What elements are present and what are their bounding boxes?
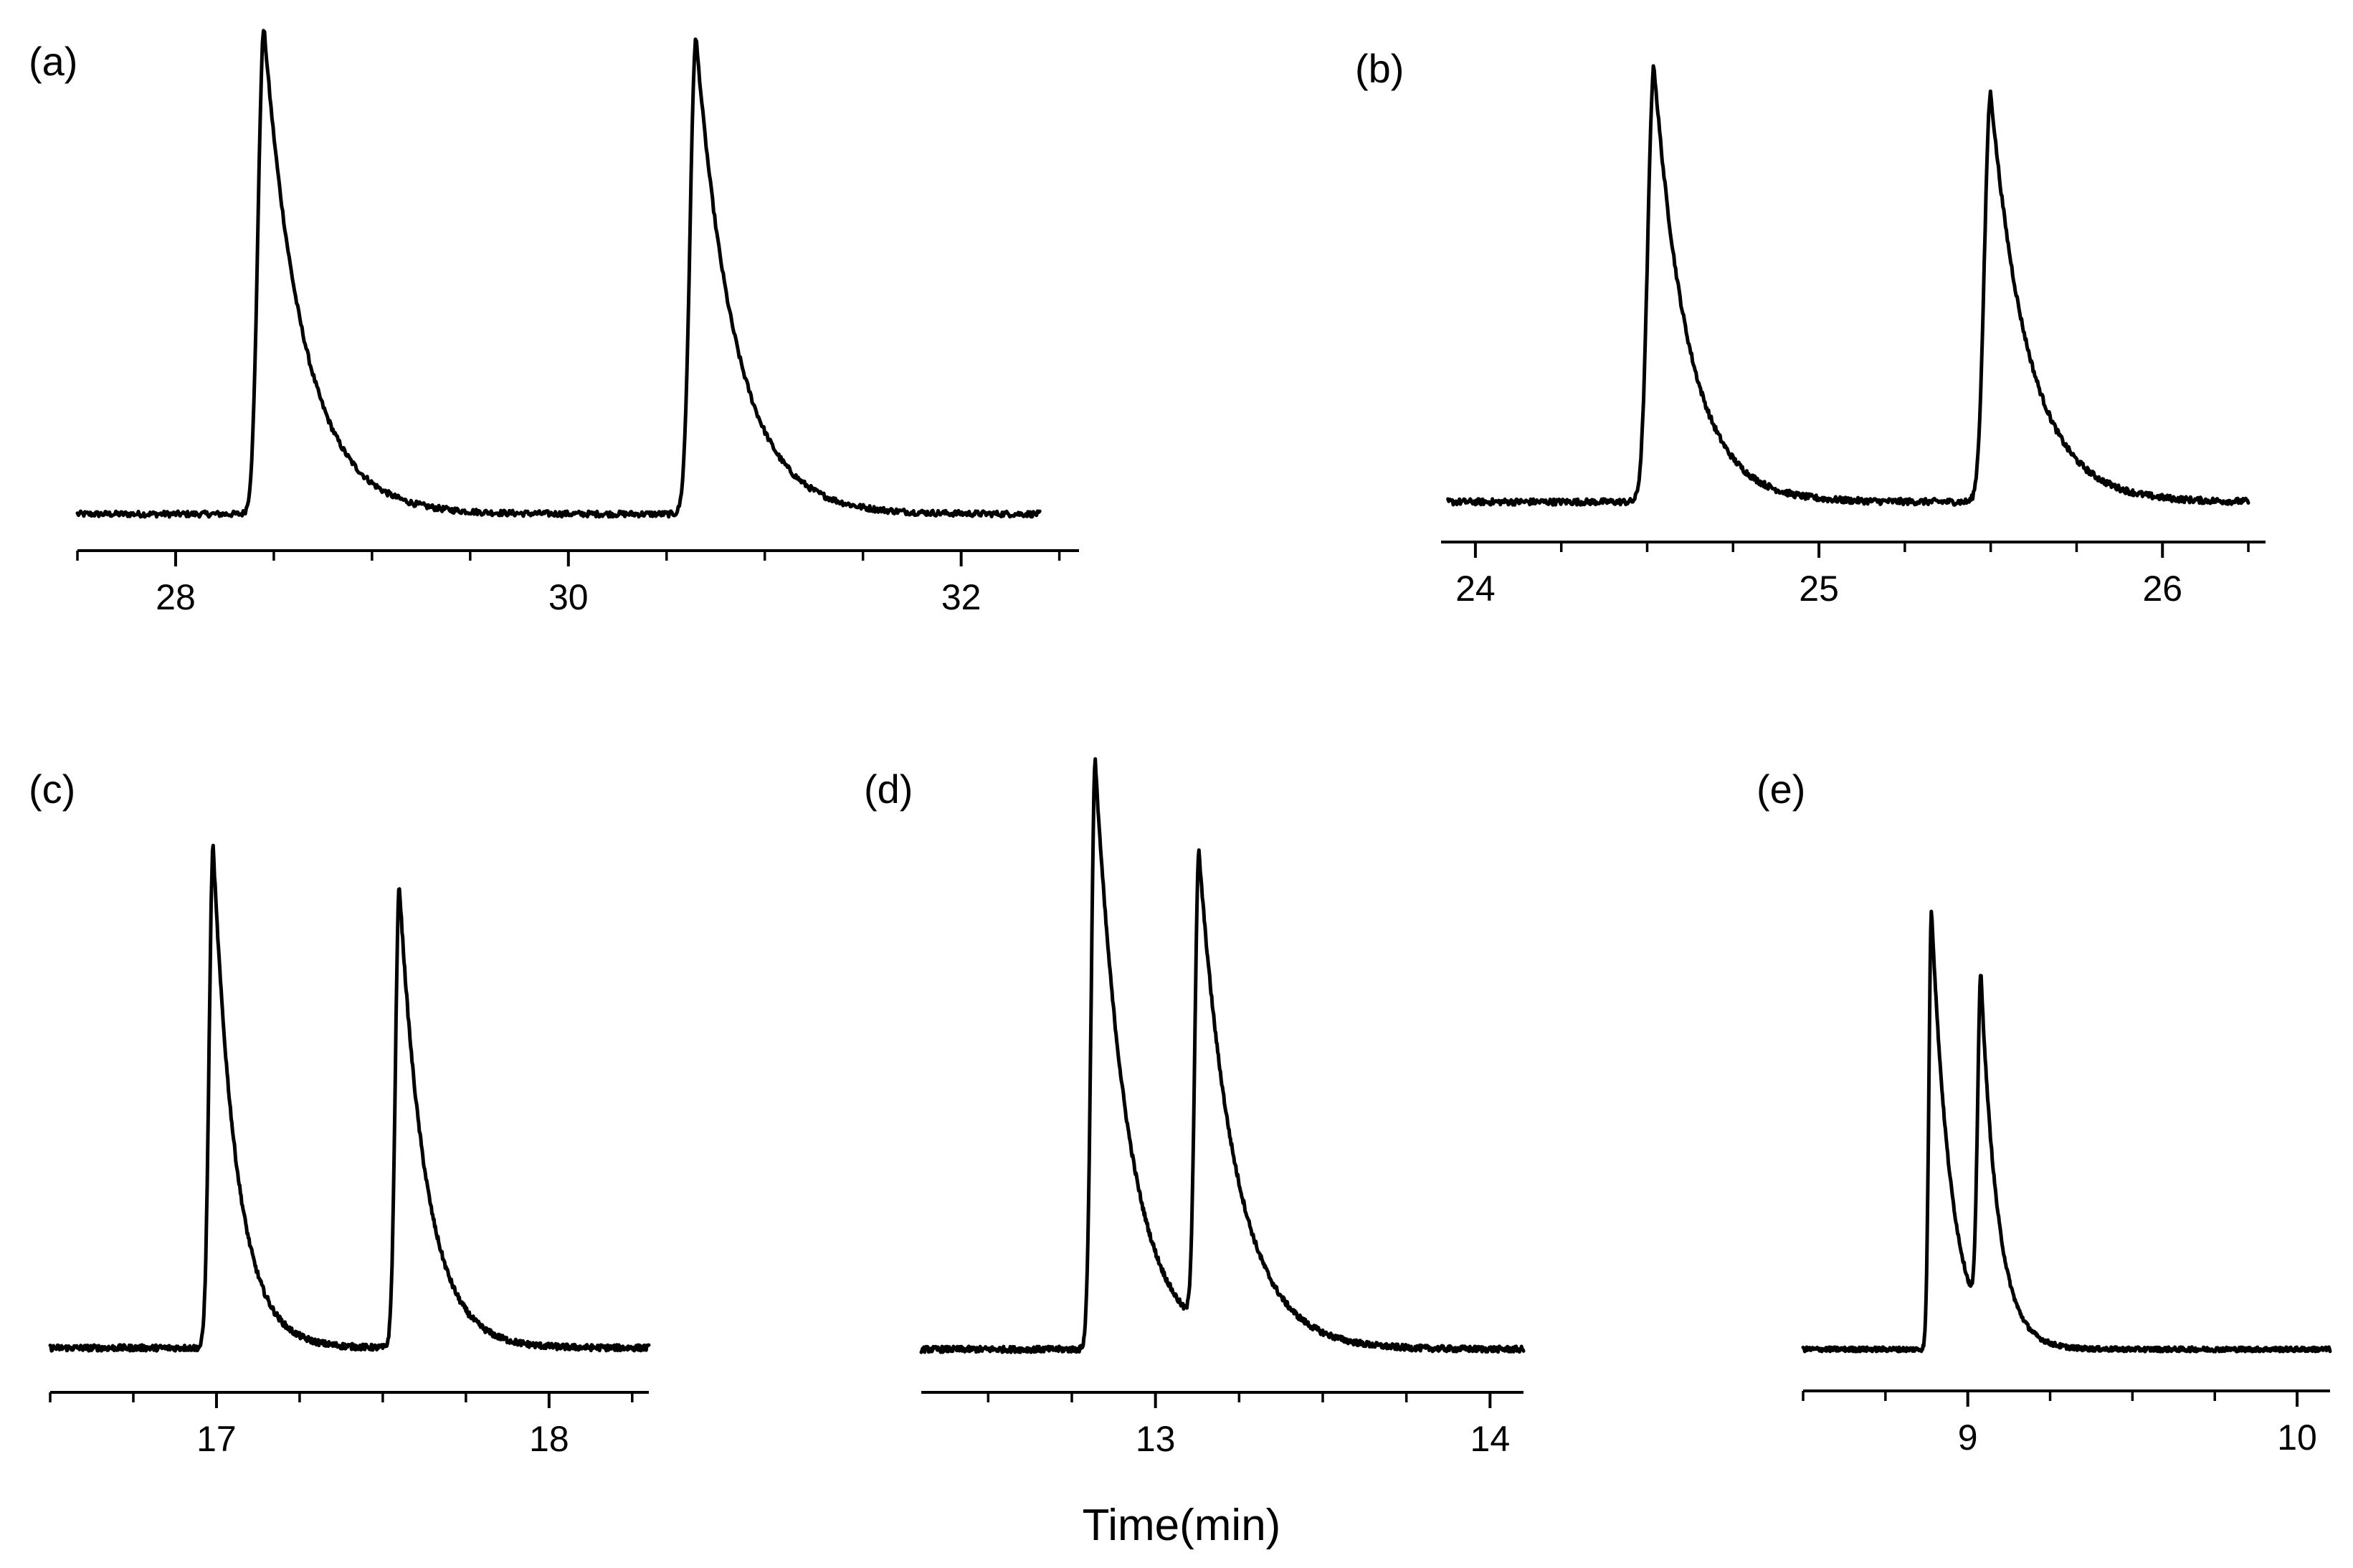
panel-a: (a) 28 30 32: [29, 29, 1079, 617]
panel-label-d: (d): [864, 766, 913, 812]
chromatogram-trace: [919, 757, 1526, 1354]
panel-label-e: (e): [1757, 766, 1805, 812]
chromatogram-trace: [75, 29, 1042, 519]
x-axis-title: Time(min): [1083, 1501, 1281, 1550]
x-tick-label: 9: [1958, 1417, 1978, 1458]
x-tick-label: 32: [941, 577, 981, 617]
x-tick-label: 30: [548, 577, 589, 617]
panel-d: (d) Time(min) 13 14: [864, 757, 1526, 1550]
x-tick-label: 28: [156, 577, 196, 617]
panel-label-a: (a): [29, 39, 77, 84]
x-tick-label: 10: [2277, 1417, 2317, 1458]
panel-label-b: (b): [1355, 46, 1404, 91]
x-tick-label: 26: [2142, 569, 2182, 609]
panel-b: (b) 24 25 26: [1355, 46, 2266, 609]
panel-e: (e) 9 10: [1757, 766, 2332, 1458]
x-tick-label: 17: [196, 1419, 237, 1459]
x-tick-label: 25: [1799, 569, 1839, 609]
x-tick-label: 18: [529, 1419, 569, 1459]
panel-label-c: (c): [29, 766, 75, 812]
x-tick-label: 13: [1136, 1419, 1176, 1459]
chromatogram-trace: [1801, 909, 2332, 1354]
x-tick-label: 14: [1470, 1419, 1511, 1459]
chromatogram-trace: [1446, 64, 2250, 507]
panel-c: (c) 17 18: [29, 766, 651, 1459]
x-tick-label: 24: [1455, 569, 1496, 609]
chromatogram-trace: [48, 843, 651, 1353]
